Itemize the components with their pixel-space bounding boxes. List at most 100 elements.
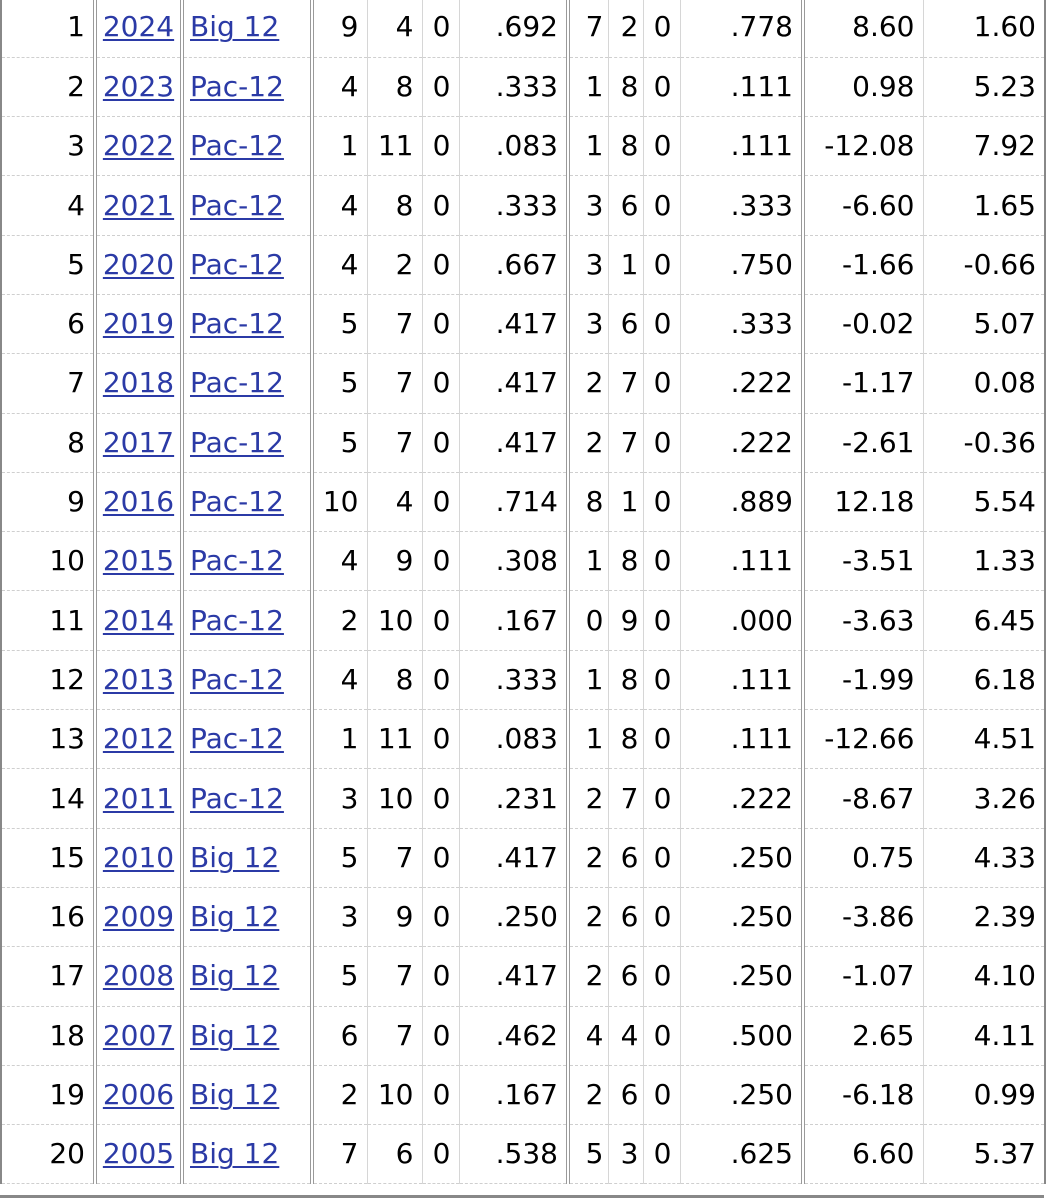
conf-win-pct-cell: .625 bbox=[679, 1124, 803, 1185]
year-link[interactable]: 2018 bbox=[102, 366, 175, 400]
conference-link[interactable]: Big 12 bbox=[190, 10, 280, 44]
win-pct-cell: .333 bbox=[458, 650, 568, 711]
losses-cell: 8 bbox=[366, 175, 422, 236]
losses-cell: 7 bbox=[366, 413, 422, 473]
year-cell: 2018 bbox=[93, 353, 182, 414]
conf-wins-cell: 1 bbox=[566, 116, 608, 177]
srs-cell: -12.66 bbox=[801, 709, 923, 770]
wins-cell: 1 bbox=[310, 116, 367, 177]
sos-cell: 5.07 bbox=[922, 294, 1046, 355]
ties-cell: 0 bbox=[421, 887, 459, 948]
conference-link[interactable]: Big 12 bbox=[190, 959, 280, 993]
conference-link[interactable]: Big 12 bbox=[190, 1137, 280, 1171]
conf-wins-cell: 2 bbox=[566, 887, 608, 948]
conf-wins-cell: 3 bbox=[566, 175, 608, 236]
year-link[interactable]: 2014 bbox=[102, 603, 175, 637]
srs-cell: 0.75 bbox=[801, 828, 923, 888]
losses-cell: 8 bbox=[366, 650, 422, 711]
conference-link[interactable]: Pac-12 bbox=[190, 188, 284, 222]
wins-cell: 5 bbox=[310, 413, 367, 473]
ties-cell: 0 bbox=[421, 828, 459, 888]
year-cell: 2010 bbox=[93, 828, 182, 888]
year-link[interactable]: 2016 bbox=[102, 485, 175, 519]
losses-cell: 10 bbox=[366, 1065, 422, 1126]
wins-cell: 5 bbox=[310, 828, 367, 888]
ties-cell: 0 bbox=[421, 1124, 459, 1185]
conf-win-pct-cell: .250 bbox=[679, 1065, 803, 1126]
table-row: 4 2021 Pac-12 4 8 0.333 3 6 0.333 -6.60 1.65 bbox=[0, 175, 1046, 236]
table-bottom-border bbox=[0, 1195, 1044, 1198]
year-cell: 2006 bbox=[93, 1065, 182, 1126]
conference-link[interactable]: Pac-12 bbox=[190, 544, 284, 578]
conference-link[interactable]: Pac-12 bbox=[190, 781, 284, 815]
year-link[interactable]: 2023 bbox=[102, 69, 175, 103]
conference-link[interactable]: Pac-12 bbox=[190, 662, 284, 696]
conference-link[interactable]: Pac-12 bbox=[190, 69, 284, 103]
conference-link[interactable]: Pac-12 bbox=[190, 307, 284, 341]
year-link[interactable]: 2024 bbox=[102, 10, 175, 44]
year-link[interactable]: 2017 bbox=[102, 425, 175, 459]
conf-wins-cell: 8 bbox=[566, 472, 608, 533]
conference-link[interactable]: Pac-12 bbox=[190, 247, 284, 281]
conference-link[interactable]: Big 12 bbox=[190, 1077, 280, 1111]
conf-win-pct-cell: .111 bbox=[679, 57, 803, 118]
losses-cell: 11 bbox=[366, 116, 422, 177]
losses-cell: 6 bbox=[366, 1124, 422, 1185]
conf-ties-cell: 0 bbox=[642, 946, 680, 1007]
conference-link[interactable]: Pac-12 bbox=[190, 425, 284, 459]
win-pct-cell: .167 bbox=[458, 590, 568, 651]
year-cell: 2022 bbox=[93, 116, 182, 177]
year-link[interactable]: 2019 bbox=[102, 307, 175, 341]
year-link[interactable]: 2022 bbox=[102, 129, 175, 163]
srs-cell: 6.60 bbox=[801, 1124, 923, 1185]
srs-cell: -1.99 bbox=[801, 650, 923, 711]
win-pct-cell: .083 bbox=[458, 709, 568, 770]
year-link[interactable]: 2009 bbox=[102, 900, 175, 934]
ties-cell: 0 bbox=[421, 116, 459, 177]
conference-link[interactable]: Pac-12 bbox=[190, 485, 284, 519]
year-link[interactable]: 2012 bbox=[102, 722, 175, 756]
conf-losses-cell: 6 bbox=[607, 828, 643, 888]
wins-cell: 2 bbox=[310, 1065, 367, 1126]
year-link[interactable]: 2020 bbox=[102, 247, 175, 281]
sos-cell: 4.51 bbox=[922, 709, 1046, 770]
conf-losses-cell: 1 bbox=[607, 235, 643, 295]
table-row: 6 2019 Pac-12 5 7 0.417 3 6 0.333 -0.02 5.07 bbox=[0, 294, 1046, 355]
srs-cell: 0.98 bbox=[801, 57, 923, 118]
ties-cell: 0 bbox=[421, 946, 459, 1007]
conference-cell: Big 12 bbox=[180, 0, 312, 58]
srs-cell: 8.60 bbox=[801, 0, 923, 58]
conference-link[interactable]: Pac-12 bbox=[190, 129, 284, 163]
conf-ties-cell: 0 bbox=[642, 1006, 680, 1066]
conf-ties-cell: 0 bbox=[642, 1065, 680, 1126]
year-link[interactable]: 2013 bbox=[102, 662, 175, 696]
rank-cell: 10 bbox=[0, 531, 95, 592]
conference-link[interactable]: Big 12 bbox=[190, 840, 280, 874]
conference-link[interactable]: Big 12 bbox=[190, 1018, 280, 1052]
win-pct-cell: .417 bbox=[458, 294, 568, 355]
year-link[interactable]: 2015 bbox=[102, 544, 175, 578]
wins-cell: 2 bbox=[310, 590, 367, 651]
win-pct-cell: .417 bbox=[458, 828, 568, 888]
conference-cell: Pac-12 bbox=[180, 472, 312, 533]
conference-link[interactable]: Big 12 bbox=[190, 900, 280, 934]
year-link[interactable]: 2005 bbox=[102, 1137, 175, 1171]
srs-cell: -6.18 bbox=[801, 1065, 923, 1126]
table-row: 16 2009 Big 12 3 9 0.250 2 6 0.250 -3.86 2.39 bbox=[0, 887, 1046, 948]
year-link[interactable]: 2007 bbox=[102, 1018, 175, 1052]
ties-cell: 0 bbox=[421, 709, 459, 770]
table-row: 2 2023 Pac-12 4 8 0.333 1 8 0.111 0.98 5.23 bbox=[0, 57, 1046, 118]
conf-win-pct-cell: .750 bbox=[679, 235, 803, 295]
year-link[interactable]: 2008 bbox=[102, 959, 175, 993]
conference-link[interactable]: Pac-12 bbox=[190, 366, 284, 400]
conf-losses-cell: 6 bbox=[607, 1065, 643, 1126]
year-link[interactable]: 2010 bbox=[102, 840, 175, 874]
year-link[interactable]: 2006 bbox=[102, 1077, 175, 1111]
conference-link[interactable]: Pac-12 bbox=[190, 603, 284, 637]
year-cell: 2023 bbox=[93, 57, 182, 118]
conf-losses-cell: 8 bbox=[607, 116, 643, 177]
conference-link[interactable]: Pac-12 bbox=[190, 722, 284, 756]
win-pct-cell: .714 bbox=[458, 472, 568, 533]
year-link[interactable]: 2011 bbox=[102, 781, 175, 815]
year-link[interactable]: 2021 bbox=[102, 188, 175, 222]
